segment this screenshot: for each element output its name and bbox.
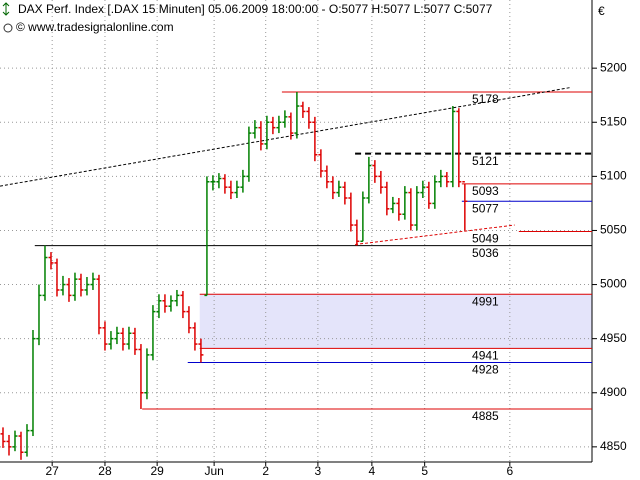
level-label: 5036: [472, 246, 499, 260]
chart-icon: [2, 2, 10, 16]
x-tick-label: 4: [369, 464, 376, 478]
x-tick-label: Jun: [204, 464, 223, 478]
level-label: 5077: [472, 201, 499, 215]
x-tick-label: 2: [262, 464, 269, 478]
x-tick-label: 29: [150, 464, 164, 478]
globe-icon: [3, 23, 13, 33]
level-label: 4885: [472, 409, 499, 423]
trendline: [355, 224, 515, 246]
y-tick-label: 4950: [600, 331, 627, 345]
y-tick-label: 5050: [600, 223, 627, 237]
level-label: 5121: [472, 154, 499, 168]
y-tick-label: 5000: [600, 277, 627, 291]
y-tick-label: 4900: [600, 385, 627, 399]
x-tick-label: 28: [98, 464, 112, 478]
chart-subtitle: © www.tradesignalonline.com: [16, 20, 174, 34]
level-label: 5049: [472, 232, 499, 246]
x-tick-label: 27: [46, 464, 60, 478]
trendline: [0, 87, 570, 187]
zone: [199, 294, 592, 349]
header: DAX Perf. Index [.DAX 15 Minuten] 05.06.…: [2, 2, 605, 34]
x-tick-label: 6: [506, 464, 513, 478]
level-label: 5178: [472, 92, 499, 106]
level-label: 5093: [472, 184, 499, 198]
currency-label: €: [598, 4, 605, 18]
y-tick-label: 5150: [600, 114, 627, 128]
y-tick-label: 5200: [600, 60, 627, 74]
y-tick-label: 5100: [600, 169, 627, 183]
x-tick-label: 5: [421, 464, 428, 478]
level-label: 4941: [472, 349, 499, 363]
chart-title: DAX Perf. Index [.DAX 15 Minuten] 05.06.…: [18, 2, 493, 16]
y-tick-label: 4850: [600, 439, 627, 453]
level-label: 4991: [472, 294, 499, 308]
x-tick-label: 3: [315, 464, 322, 478]
level-label: 4928: [472, 363, 499, 377]
